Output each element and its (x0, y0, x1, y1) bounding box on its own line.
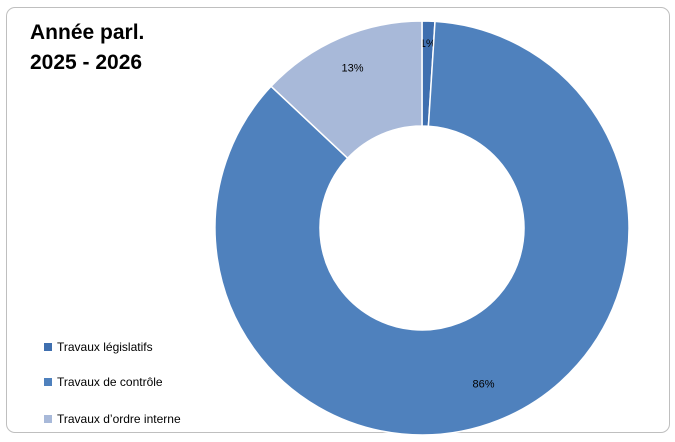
chart-title-line-2: 2025 - 2026 (30, 51, 143, 74)
legend-swatch-internal (44, 415, 52, 423)
chart-title-line-1: Année parl. (30, 21, 145, 44)
legend-swatch-legislative (44, 343, 52, 351)
legend-item-internal: Travaux d’ordre interne (44, 412, 181, 426)
legend-swatch-control (44, 378, 52, 386)
legend-label-legislative: Travaux législatifs (57, 340, 153, 354)
data-label-internal: 13% (341, 62, 363, 74)
legend-label-internal: Travaux d’ordre interne (57, 412, 181, 426)
legend-item-legislative: Travaux législatifs (44, 340, 153, 354)
donut-slice-internal (270, 20, 423, 160)
chart-title: Année parl. 2025 - 2026 (30, 18, 144, 78)
legend-label-control: Travaux de contrôle (57, 375, 163, 389)
legend-item-control: Travaux de contrôle (44, 375, 163, 389)
data-label-control: 86% (472, 378, 494, 390)
donut-slice-control (214, 20, 630, 436)
data-label-legislative: 1% (420, 38, 436, 50)
